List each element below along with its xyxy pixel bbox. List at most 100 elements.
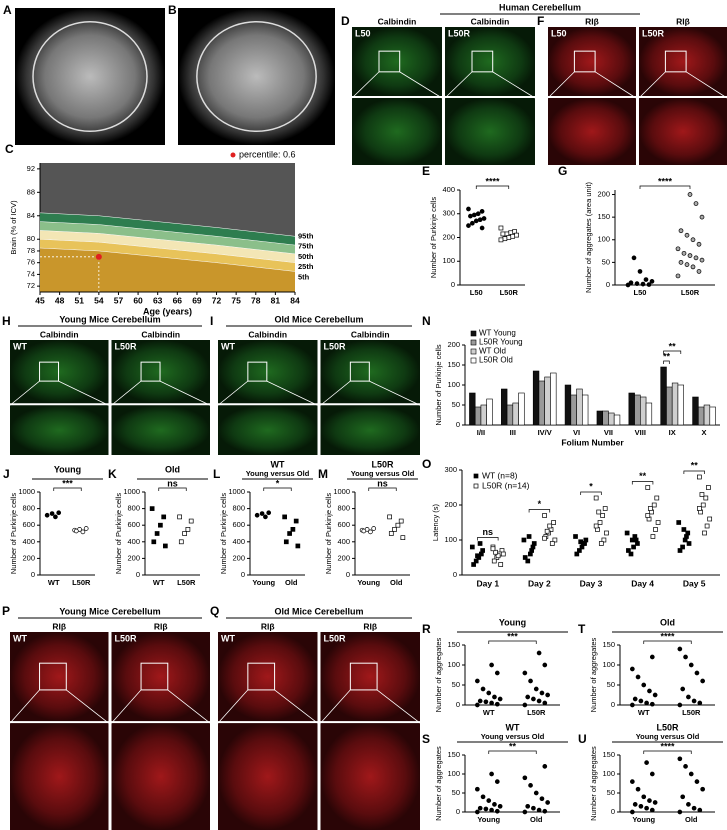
- data-point: [702, 530, 707, 536]
- data-point: [494, 701, 500, 707]
- zoom-box: [140, 662, 169, 691]
- data-point: [473, 218, 479, 224]
- significance-bracket: [683, 470, 705, 474]
- data-point: [259, 511, 265, 516]
- y-tick-label: 92: [27, 164, 35, 173]
- data-point: [542, 513, 547, 518]
- zoom-box: [39, 361, 60, 382]
- data-point: [489, 771, 494, 777]
- data-point: [644, 805, 649, 811]
- data-point: [525, 558, 531, 564]
- y-tick-label: 0: [451, 280, 455, 289]
- data-point: [477, 698, 483, 704]
- legend-marker: [470, 348, 477, 355]
- data-point: [638, 803, 644, 809]
- x-tick-label: 69: [192, 295, 202, 305]
- data-point: [649, 771, 655, 777]
- zoom-line: [320, 380, 351, 406]
- data-point: [466, 206, 471, 212]
- data-point: [703, 495, 709, 501]
- x-tick-label: L50R: [527, 708, 546, 717]
- y-tick-label: 800: [337, 504, 350, 513]
- significance-bracket: [158, 487, 187, 491]
- y-tick-label: 200: [232, 553, 245, 562]
- data-point: [628, 280, 634, 286]
- data-point: [80, 529, 86, 535]
- data-point: [479, 225, 485, 231]
- data-point: [645, 513, 651, 518]
- data-point: [368, 529, 373, 535]
- data-point: [649, 654, 655, 660]
- bar: [570, 394, 577, 426]
- data-point: [481, 216, 487, 221]
- significance-bracket: [643, 640, 692, 644]
- legend-text: WT (n=8): [482, 470, 518, 480]
- data-point: [531, 696, 536, 702]
- data-point: [706, 485, 711, 490]
- y-tick-label: 50: [452, 788, 460, 797]
- y-axis-label: Number of aggregates: [589, 637, 598, 712]
- legend-marker: [473, 473, 479, 479]
- panel-label: G: [558, 164, 567, 178]
- legend-marker: [473, 483, 479, 489]
- image-tag: L50: [551, 28, 567, 38]
- zoom-line: [58, 380, 109, 406]
- x-tick-label: IV/V: [538, 428, 552, 437]
- y-tick-label: 0: [453, 570, 457, 579]
- data-point: [643, 277, 649, 282]
- data-point: [644, 700, 649, 706]
- series-label: 50th: [298, 252, 314, 261]
- data-point: [149, 506, 155, 511]
- data-point: [490, 546, 496, 552]
- data-point: [483, 806, 489, 812]
- percentile-line: [39, 221, 296, 246]
- bar: [671, 382, 679, 426]
- x-tick-label: Day 2: [528, 578, 551, 588]
- image-tag: WT: [13, 341, 27, 351]
- data-point: [494, 808, 500, 814]
- panel-label: J: [3, 467, 10, 481]
- x-tick-label: Young: [632, 815, 655, 824]
- x-tick-label: L50: [470, 288, 483, 297]
- x-tick-label: 78: [251, 295, 261, 305]
- data-point: [675, 246, 681, 252]
- data-point: [686, 802, 691, 807]
- significance-label: ****: [660, 631, 675, 641]
- data-point: [475, 678, 480, 684]
- data-point: [522, 670, 528, 676]
- x-tick-label: X: [702, 428, 707, 437]
- y-axis-label: Number of Purkinje cells: [324, 493, 333, 575]
- data-point: [526, 534, 532, 539]
- y-axis-label: Number of aggregates: [589, 746, 598, 821]
- data-point: [690, 237, 696, 243]
- data-point: [684, 232, 690, 238]
- bar: [532, 370, 540, 426]
- data-point: [700, 678, 706, 684]
- significance-bracket: [663, 350, 682, 354]
- data-point: [652, 692, 658, 698]
- x-tick-label: VII: [604, 428, 613, 437]
- zoom-box: [471, 50, 494, 73]
- y-tick-label: 74: [27, 269, 35, 278]
- data-point: [700, 502, 706, 508]
- data-point: [688, 662, 694, 668]
- micrograph: [352, 27, 442, 96]
- micrograph-zoom: [320, 405, 420, 455]
- image-tag: L50R: [324, 341, 347, 351]
- y-tick-label: 50: [607, 680, 615, 689]
- stain-label: RIβ: [585, 16, 599, 26]
- y-tick-label: 200: [442, 232, 455, 241]
- data-point: [480, 686, 486, 692]
- data-point: [522, 809, 528, 815]
- y-tick-label: 84: [27, 211, 35, 220]
- data-point: [510, 233, 515, 239]
- bar: [480, 404, 487, 426]
- y-tick-label: 200: [447, 340, 460, 349]
- data-point: [361, 528, 367, 534]
- y-tick-label: 600: [337, 520, 350, 529]
- x-tick-label: Day 1: [476, 578, 499, 588]
- data-point: [678, 260, 684, 265]
- mri-image: [15, 8, 165, 145]
- brain-outline: [32, 20, 148, 133]
- micrograph: [320, 340, 420, 404]
